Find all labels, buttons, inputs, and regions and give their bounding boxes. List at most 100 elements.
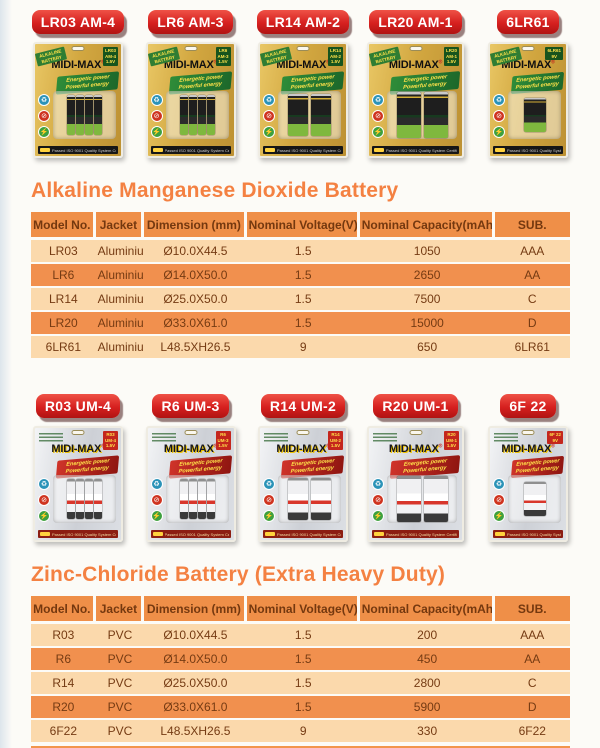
pack-footer-tag	[152, 532, 163, 536]
recycle-icon: ♻	[150, 94, 163, 106]
cell-model: R6	[31, 648, 96, 672]
cell-jacket: PVC	[95, 696, 145, 720]
cell-voltage: 1.5	[246, 312, 360, 336]
product-lr6: LR6 AM-3 ALKALINE BATTERY LR6 AM-3 1.5V …	[135, 10, 247, 158]
cell-jacket: PVC	[95, 720, 145, 744]
cell-jacket: Aluminium Foil	[95, 264, 145, 288]
cell-dimension: L48.5XH26.5	[144, 336, 247, 360]
cell-jacket: PVC	[95, 624, 145, 648]
battery-pack-r14: R14 UM-2 1.5V MIDI-MAX® Energetic powerP…	[258, 426, 348, 542]
registered-mark: ®	[326, 443, 330, 449]
cell-capacity: 450	[359, 648, 495, 672]
brand-logo: MIDI-MAX®	[148, 443, 234, 455]
recycle-icon: ♻	[150, 478, 163, 490]
cell-voltage: 1.5	[246, 672, 360, 696]
certification-badges: ♻ ⊘ ⚡	[150, 478, 163, 522]
table-row: LR03 Aluminium Foil Ø10.0X44.5 1.5 1050 …	[31, 240, 570, 264]
cell-sub: AAA	[494, 240, 570, 264]
table-row: LR6 Aluminium Foil Ø14.0X50.0 1.5 2650 A…	[31, 264, 570, 288]
cell-model: 6LR61	[31, 336, 96, 360]
battery-cell	[76, 95, 84, 135]
cell-jacket: Aluminium Foil	[95, 288, 145, 312]
spec-box: LR20 AM-1 1.5V	[443, 47, 459, 66]
cell-voltage: 1.5	[246, 288, 360, 312]
spec-box: R20 UM-1 1.5V	[444, 431, 459, 450]
product-lr14: LR14 AM-2 ALKALINE BATTERY LR14 AM-2 1.5…	[247, 10, 359, 158]
cell-voltage: 9	[246, 720, 360, 744]
flash-icon: ⚡	[150, 126, 163, 138]
battery-cell	[67, 479, 75, 519]
battery-cell	[76, 479, 84, 519]
product-r14: R14 UM-2 R14 UM-2 1.5V MIDI-MAX® Energet…	[247, 394, 359, 542]
recycle-icon: ♻	[263, 94, 275, 106]
table-row: R03 PVC Ø10.0X44.5 1.5 200 AAA	[31, 624, 570, 648]
col-model: Model No.	[31, 596, 96, 624]
cell-capacity: 200	[359, 624, 495, 648]
fineprint-lines	[39, 433, 63, 443]
flash-icon: ⚡	[493, 126, 505, 138]
battery-cell	[206, 479, 215, 519]
cell-model: R14	[31, 672, 96, 696]
battery-blister	[53, 91, 116, 139]
battery-cell	[523, 482, 546, 516]
cell-voltage: 1.5	[246, 264, 360, 288]
fineprint-lines	[494, 433, 518, 443]
zinc-product-row: R03 UM-4 R03 UM-4 1.5V MIDI-MAX® Energet…	[0, 384, 600, 542]
col-capacity: Nominal Capacity(mAh)	[359, 596, 495, 624]
cell-capacity: 1050	[359, 240, 495, 264]
battery-cell	[197, 479, 206, 519]
cell-dimension: L48.5XH26.5	[144, 720, 247, 744]
battery-pack-6lr61: ALKALINE BATTERY 6LR61 9V MIDI-MAX® Ener…	[488, 42, 568, 158]
pack-footer: Passed ISO 9001 Quality System Certifica…	[38, 530, 118, 538]
col-model: Model No.	[31, 212, 96, 240]
cell-dimension: Ø14.0X50.0	[144, 264, 247, 288]
battery-cell	[396, 92, 421, 138]
cell-capacity: 2650	[359, 264, 495, 288]
registered-mark: ®	[438, 443, 443, 450]
hang-hole	[184, 46, 197, 51]
pack-footer-tag	[40, 532, 50, 536]
alkaline-table-wrap: Model No. Jacket Dimension (mm) Nominal …	[31, 212, 570, 360]
flash-icon: ⚡	[372, 126, 384, 138]
product-label-pill: R03 UM-4	[35, 394, 121, 418]
product-lr20: LR20 AM-1 ALKALINE BATTERY LR20 AM-1 1.5…	[360, 10, 472, 158]
battery-pack-lr14: ALKALINE BATTERY LR14 AM-2 1.5V MIDI-MAX…	[258, 42, 348, 158]
battery-cell	[197, 95, 206, 135]
battery-cell	[523, 98, 546, 132]
pack-footer-tag	[495, 148, 505, 152]
certification-badges: ♻ ⊘ ⚡	[372, 94, 384, 138]
pack-footer-tag	[40, 148, 50, 152]
spec-box: R14 UM-2 1.5V	[328, 431, 343, 450]
cell-sub: 6F22	[494, 720, 570, 744]
battery-blister	[165, 475, 229, 523]
col-voltage: Nominal Voltage(V)	[246, 596, 360, 624]
flash-icon: ⚡	[493, 510, 505, 522]
cell-sub: C	[494, 288, 570, 312]
product-label-pill: R20 UM-1	[373, 394, 458, 418]
no-mercury-icon: ⊘	[38, 494, 50, 506]
battery-pack-r6: R6 UM-3 1.5V MIDI-MAX® Energetic powerPo…	[145, 426, 236, 542]
battery-cell	[67, 95, 75, 135]
brand-logo: MIDI-MAX®	[35, 59, 121, 71]
product-label-pill: R6 UM-3	[152, 394, 229, 418]
no-mercury-icon: ⊘	[150, 494, 163, 506]
product-label-pill: LR6 AM-3	[148, 10, 233, 34]
table-header-row: Model No. Jacket Dimension (mm) Nominal …	[31, 596, 570, 624]
spec-box: LR14 AM-2 1.5V	[327, 47, 343, 66]
cell-voltage: 1.5	[246, 648, 360, 672]
spec-box: R03 UM-4 1.5V	[103, 431, 118, 450]
cell-model: R20	[31, 696, 96, 720]
product-r6: R6 UM-3 R6 UM-3 1.5V MIDI-MAX® Energetic…	[135, 394, 247, 542]
hang-hole	[296, 46, 310, 51]
alkaline-table: Model No. Jacket Dimension (mm) Nominal …	[31, 212, 570, 360]
pack-footer: Passed ISO 9001 Quality System Certifica…	[493, 530, 563, 538]
registered-mark: ®	[551, 59, 555, 66]
battery-cell	[188, 95, 197, 135]
cutoff-row-strip	[31, 746, 570, 748]
hang-hole	[71, 430, 85, 435]
col-capacity: Nominal Capacity(mAh)	[359, 212, 495, 240]
battery-cell	[288, 94, 308, 136]
no-mercury-icon: ⊘	[38, 110, 50, 122]
pack-footer-tag	[495, 532, 505, 536]
registered-mark: ®	[214, 59, 218, 65]
